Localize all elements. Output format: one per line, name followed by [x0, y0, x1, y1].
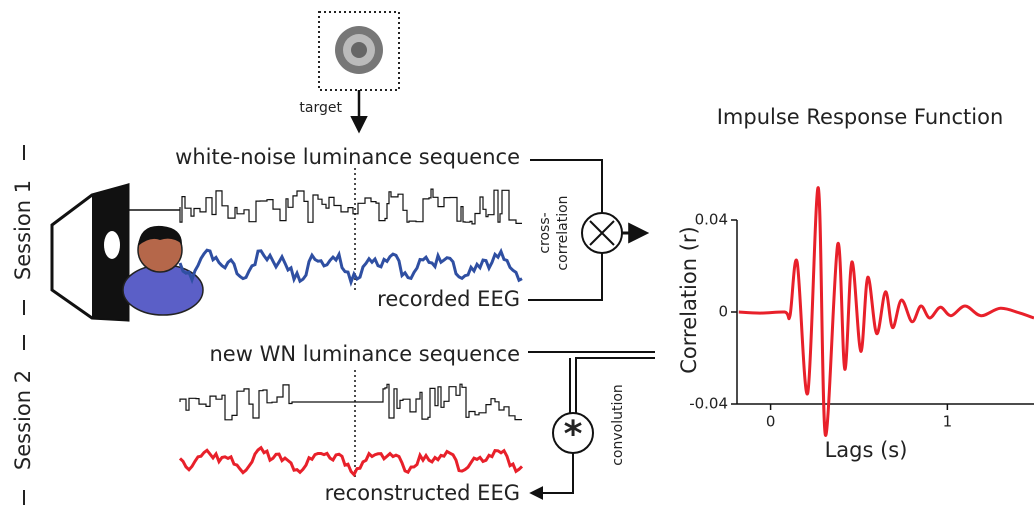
session-2-group: Session 2 — [11, 335, 35, 505]
session-label: Session 1 — [11, 180, 35, 280]
chart-title: Impulse Response Function — [717, 105, 1004, 129]
luminance-sequence — [179, 383, 522, 421]
eeg-trace — [178, 445, 524, 478]
sequence-label: white-noise luminance sequence — [175, 145, 520, 169]
connector — [528, 253, 603, 301]
operation-label: cross- correlation — [537, 195, 571, 270]
session-1-group: Session 1 — [11, 145, 35, 315]
operation-label-line: cross- — [537, 212, 553, 253]
x-tick-label: 1 — [943, 413, 953, 431]
eeg-trace — [178, 247, 523, 287]
y-axis-label: Correlation (r) — [677, 226, 701, 374]
output-label: recorded EEG — [377, 287, 520, 311]
connector — [575, 357, 655, 413]
sequence-label: new WN luminance sequence — [210, 342, 521, 366]
operation-label: convolution — [610, 384, 626, 466]
person — [122, 225, 204, 316]
target-center — [351, 42, 367, 58]
y-tick-label: -0.04 — [689, 395, 728, 413]
x-axis-label: Lags (s) — [825, 438, 908, 462]
session-label: Session 2 — [11, 370, 35, 470]
y-tick-label: 0 — [718, 303, 728, 321]
x-tick-label: 0 — [766, 413, 776, 431]
monitor — [50, 183, 180, 322]
times-symbol — [589, 220, 615, 246]
y-tick-label: 0.04 — [695, 211, 728, 229]
irf-line — [738, 186, 1034, 437]
output-label: reconstructed EEG — [325, 481, 520, 505]
connector — [530, 159, 603, 213]
luminance-sequence — [179, 188, 522, 225]
target-label: target — [299, 100, 342, 116]
operation-label-line: correlation — [555, 195, 571, 270]
arrow — [529, 453, 574, 500]
target-box — [318, 11, 400, 91]
asterisk-symbol: * — [564, 414, 583, 455]
